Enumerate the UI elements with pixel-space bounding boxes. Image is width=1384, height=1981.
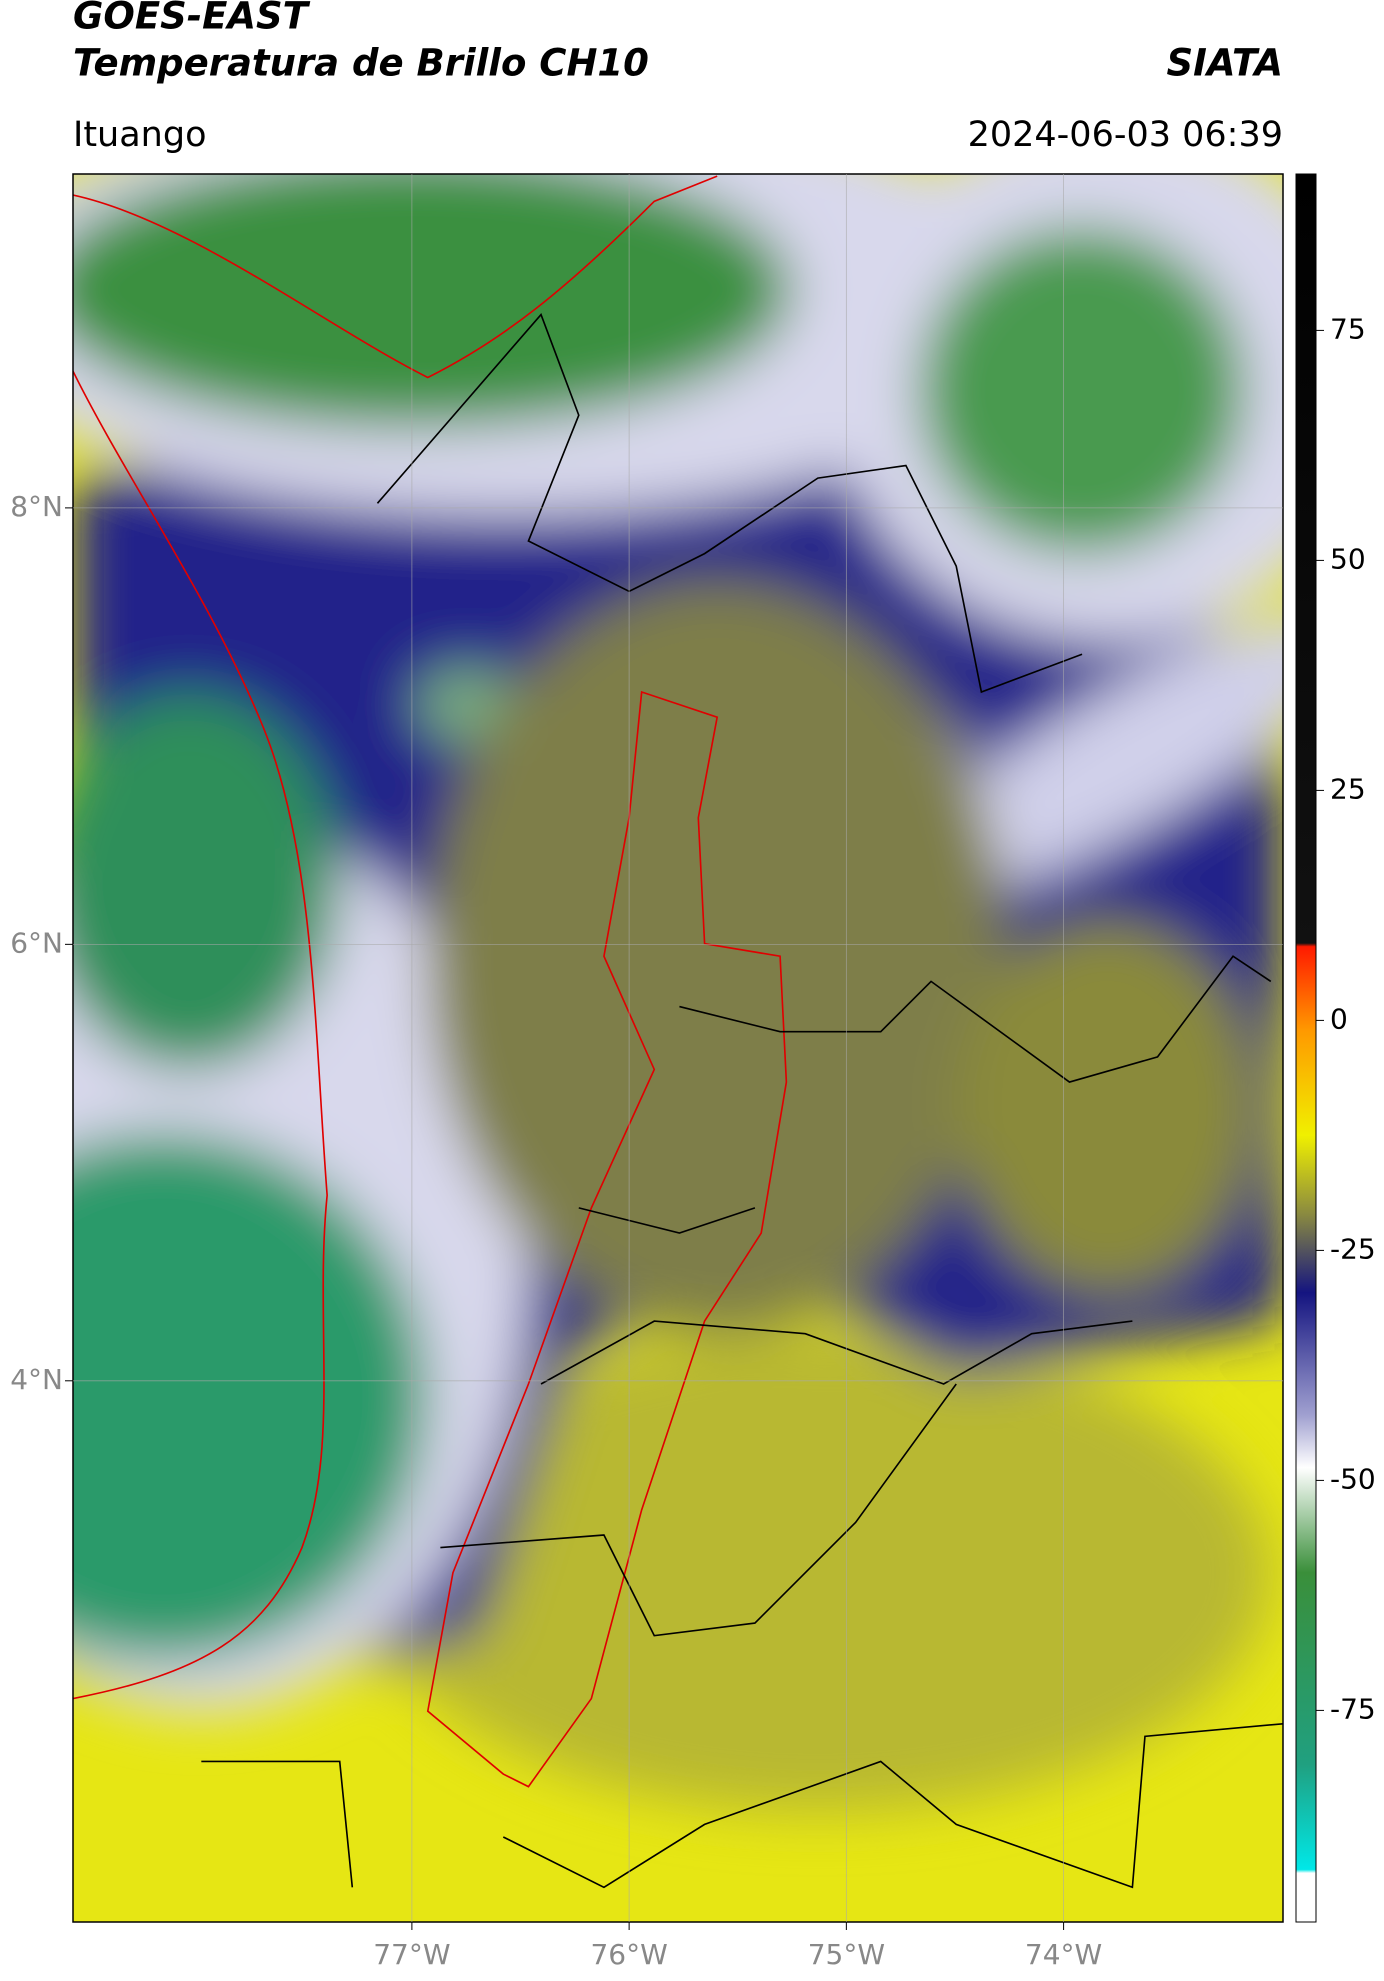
x-tick-label: 77°W — [373, 1938, 450, 1971]
y-tick-label: 8°N — [10, 490, 63, 523]
x-tick-label: 75°W — [808, 1938, 885, 1971]
brand: SIATA — [1166, 42, 1283, 85]
colorbar-tick-label: 75 — [1330, 312, 1366, 345]
y-tick-label: 4°N — [10, 1363, 63, 1396]
y-tick-label: 6°N — [10, 926, 63, 959]
location: Ituango — [73, 115, 207, 155]
map-frame — [72, 173, 1284, 1923]
satellite-image — [73, 174, 1283, 1922]
datetime: 2024-06-03 06:39 — [968, 115, 1283, 155]
colorbar-tick-label: 50 — [1330, 542, 1366, 575]
colorbar-tick-label: -50 — [1330, 1462, 1376, 1495]
colorbar-tick-label: 0 — [1330, 1002, 1348, 1035]
x-tick-label: 74°W — [1025, 1938, 1102, 1971]
subtitle: Temperatura de Brillo CH10 — [73, 42, 649, 85]
x-tick-label: 76°W — [590, 1938, 667, 1971]
colorbar-tick-label: -75 — [1330, 1692, 1376, 1725]
colorbar-tick-label: -25 — [1330, 1232, 1376, 1265]
colorbar — [1295, 173, 1317, 1923]
title: GOES-EAST — [73, 0, 311, 38]
colorbar-tick-label: 25 — [1330, 772, 1366, 805]
